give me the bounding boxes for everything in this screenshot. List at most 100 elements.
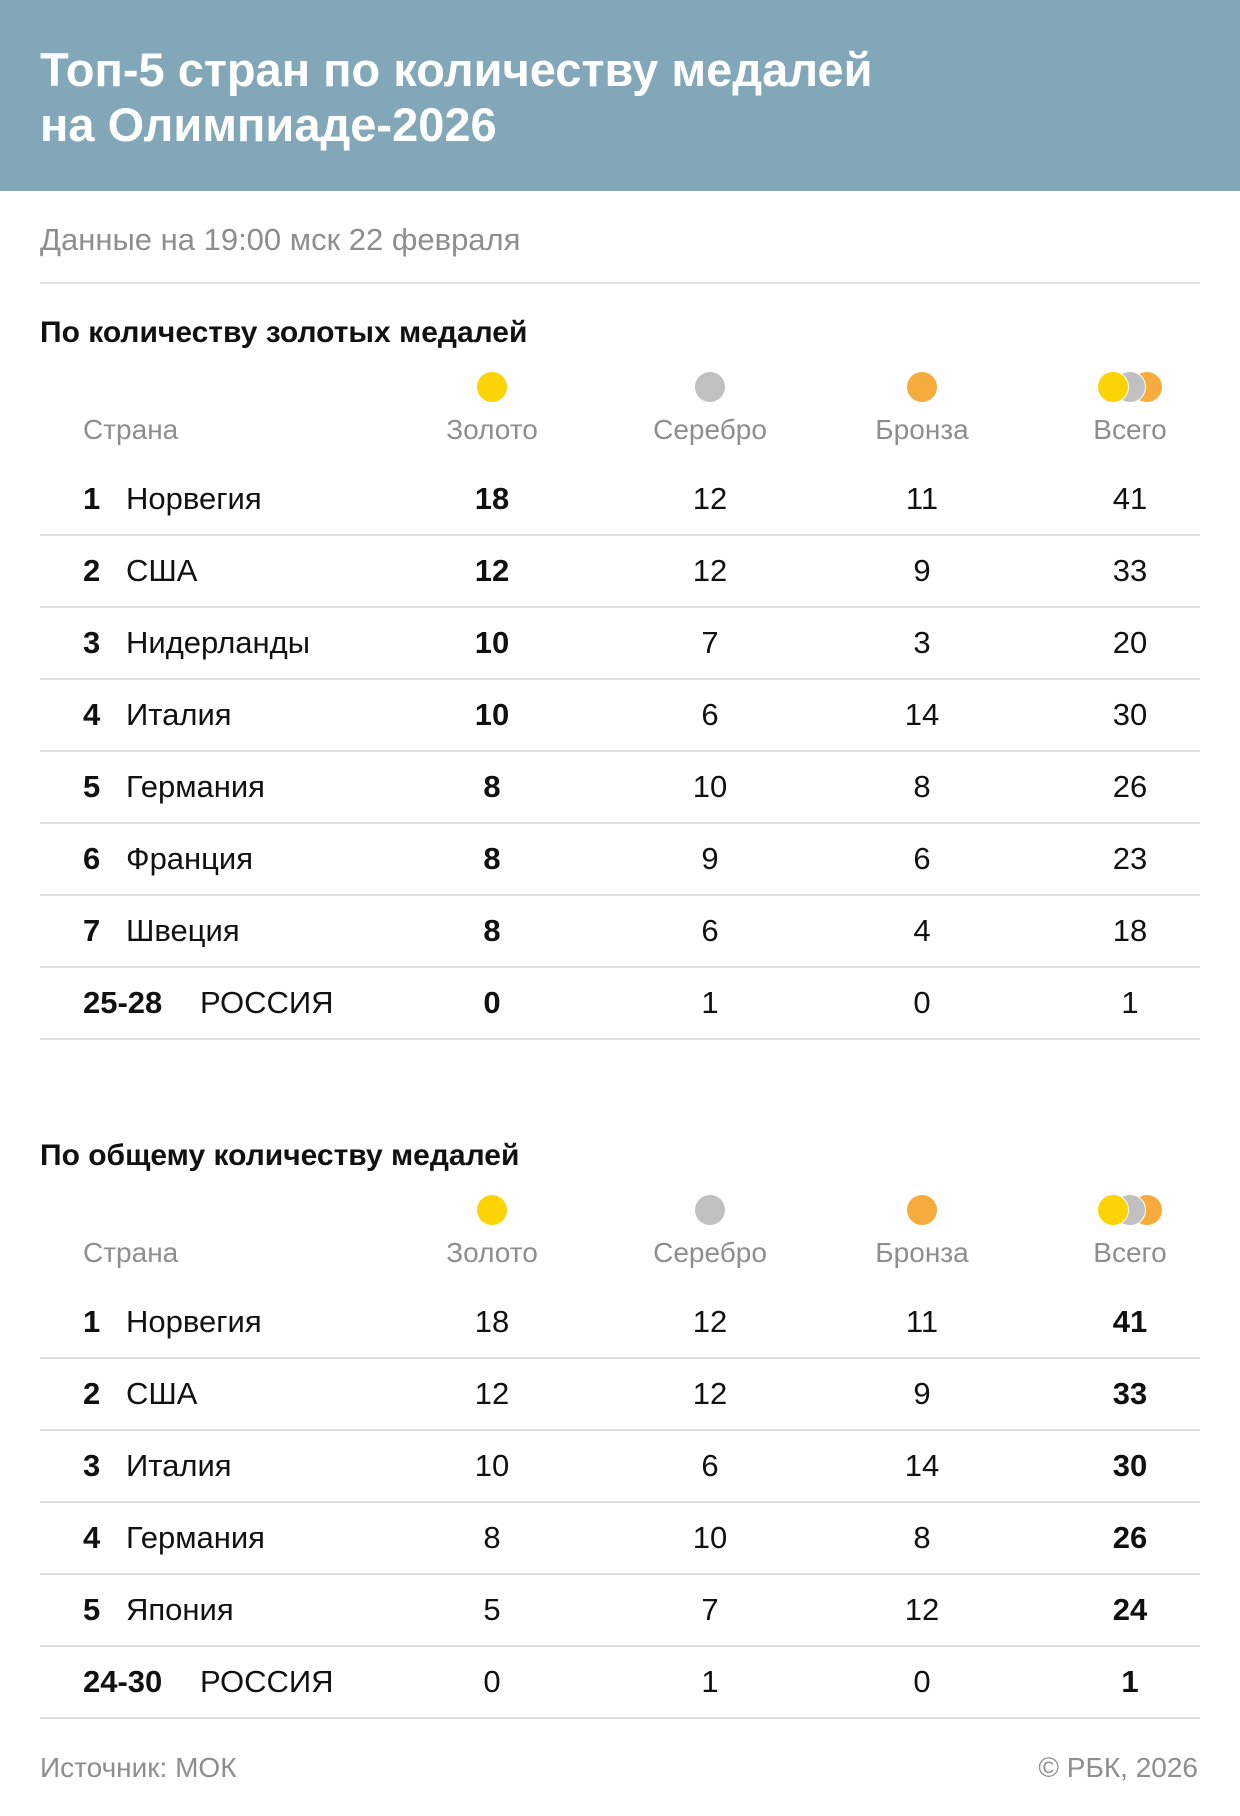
- column-header-silver: Серебро: [653, 1237, 767, 1268]
- rank-cell: 5: [83, 1592, 101, 1627]
- bronze-cell: 0: [913, 1664, 931, 1699]
- header-banner: Топ-5 стран по количеству медалей на Оли…: [0, 0, 1240, 191]
- rank-cell: 2: [83, 1376, 101, 1411]
- rank-cell: 25-28: [83, 985, 163, 1020]
- rank-cell: 6: [83, 841, 101, 876]
- column-header-silver: Серебро: [653, 414, 767, 445]
- rank-cell: 1: [83, 1304, 101, 1339]
- country-cell: РОССИЯ: [200, 1664, 334, 1699]
- bronze-cell: 9: [913, 1376, 931, 1411]
- total-cell: 26: [1112, 1520, 1148, 1555]
- row-divider: [40, 606, 1200, 608]
- row-divider: [40, 1429, 1200, 1431]
- rank-cell: 4: [83, 1520, 101, 1555]
- total-cell: 41: [1112, 1304, 1148, 1339]
- total-cell: 23: [1112, 841, 1148, 876]
- gold-cell: 8: [483, 913, 501, 948]
- rank-cell: 3: [83, 1448, 101, 1483]
- title-line-1: Топ-5 стран по количеству медалей: [40, 43, 873, 96]
- silver-cell: 12: [692, 553, 728, 588]
- gold-cell: 10: [474, 625, 510, 660]
- row-divider: [40, 1717, 1200, 1719]
- table-row: 3 Италия 10 6 14 30: [40, 1431, 1200, 1503]
- table-row: 25-28 РОССИЯ 0 1 0 1: [40, 968, 1200, 1040]
- column-header-total: Всего: [1093, 1237, 1167, 1268]
- country-cell: США: [126, 1376, 198, 1411]
- gold-cell: 12: [474, 1376, 510, 1411]
- total-cell: 24: [1112, 1592, 1148, 1627]
- table-row: 1 Норвегия 18 12 11 41: [40, 464, 1200, 536]
- bronze-cell: 4: [913, 913, 931, 948]
- total-medals-icon: [1097, 1194, 1163, 1226]
- gold-circle: [1097, 1194, 1129, 1226]
- row-divider: [40, 1645, 1200, 1647]
- country-cell: Норвегия: [126, 481, 262, 516]
- country-cell: Италия: [126, 697, 232, 732]
- table-row: 24-30 РОССИЯ 0 1 0 1: [40, 1647, 1200, 1719]
- country-cell: РОССИЯ: [200, 985, 334, 1020]
- rank-cell: 24-30: [83, 1664, 163, 1699]
- gold-cell: 18: [474, 481, 510, 516]
- bronze-cell: 3: [913, 625, 931, 660]
- gold-cell: 0: [483, 985, 501, 1020]
- rank-cell: 5: [83, 769, 101, 804]
- total-cell: 20: [1112, 625, 1148, 660]
- table-row: 7 Швеция 8 6 4 18: [40, 896, 1200, 968]
- bronze-cell: 6: [913, 841, 931, 876]
- total-cell: 41: [1112, 481, 1148, 516]
- bronze-medal-icon: [907, 1195, 937, 1225]
- column-header-country: Страна: [83, 1237, 179, 1268]
- column-header-total: Всего: [1093, 414, 1167, 445]
- table-row: 4 Германия 8 10 8 26: [40, 1503, 1200, 1575]
- row-divider: [40, 534, 1200, 536]
- silver-cell: 6: [701, 913, 719, 948]
- silver-cell: 9: [701, 841, 719, 876]
- total-cell: 1: [1121, 985, 1139, 1020]
- column-header-country: Страна: [83, 414, 179, 445]
- row-divider: [40, 750, 1200, 752]
- row-divider: [40, 1501, 1200, 1503]
- gold-cell: 8: [483, 769, 501, 804]
- gold-cell: 12: [474, 553, 510, 588]
- silver-cell: 12: [692, 481, 728, 516]
- total-cell: 30: [1112, 697, 1148, 732]
- silver-cell: 10: [692, 1520, 728, 1555]
- row-divider: [40, 1357, 1200, 1359]
- silver-cell: 6: [701, 1448, 719, 1483]
- row-divider: [40, 678, 1200, 680]
- bronze-cell: 11: [905, 481, 939, 516]
- silver-cell: 12: [692, 1376, 728, 1411]
- title-line-2: на Олимпиаде-2026: [40, 98, 497, 151]
- rank-cell: 2: [83, 553, 101, 588]
- bronze-cell: 0: [913, 985, 931, 1020]
- bronze-cell: 11: [905, 1304, 939, 1339]
- bronze-cell: 8: [913, 1520, 931, 1555]
- country-cell: Нидерланды: [126, 625, 311, 660]
- gold-cell: 10: [474, 1448, 510, 1483]
- section-title-gold: По количеству золотых медалей: [40, 316, 528, 349]
- table-row: 6 Франция 8 9 6 23: [40, 824, 1200, 896]
- gold-cell: 8: [483, 1520, 501, 1555]
- silver-medal-icon: [695, 1195, 725, 1225]
- silver-cell: 1: [701, 985, 719, 1020]
- table-row: 5 Германия 8 10 8 26: [40, 752, 1200, 824]
- total-cell: 33: [1112, 1376, 1148, 1411]
- bronze-cell: 14: [904, 697, 940, 732]
- table-row: 2 США 12 12 9 33: [40, 1359, 1200, 1431]
- column-header-bronze: Бронза: [875, 1237, 969, 1268]
- copyright-note: © РБК, 2026: [1038, 1752, 1198, 1783]
- table-row: 4 Италия 10 6 14 30: [40, 680, 1200, 752]
- bronze-cell: 14: [904, 1448, 940, 1483]
- row-divider: [40, 894, 1200, 896]
- bronze-cell: 8: [913, 769, 931, 804]
- bronze-medal-icon: [907, 372, 937, 402]
- row-divider: [40, 822, 1200, 824]
- source-note: Источник: МОК: [40, 1752, 237, 1783]
- gold-medal-icon: [477, 1195, 507, 1225]
- total-cell: 1: [1121, 1664, 1139, 1699]
- page-title: Топ-5 стран по количеству медалей на Оли…: [40, 42, 1140, 152]
- gold-cell: 5: [483, 1592, 501, 1627]
- table-row: 3 Нидерланды 10 7 3 20: [40, 608, 1200, 680]
- gold-circle: [1097, 371, 1129, 403]
- total-cell: 33: [1112, 553, 1148, 588]
